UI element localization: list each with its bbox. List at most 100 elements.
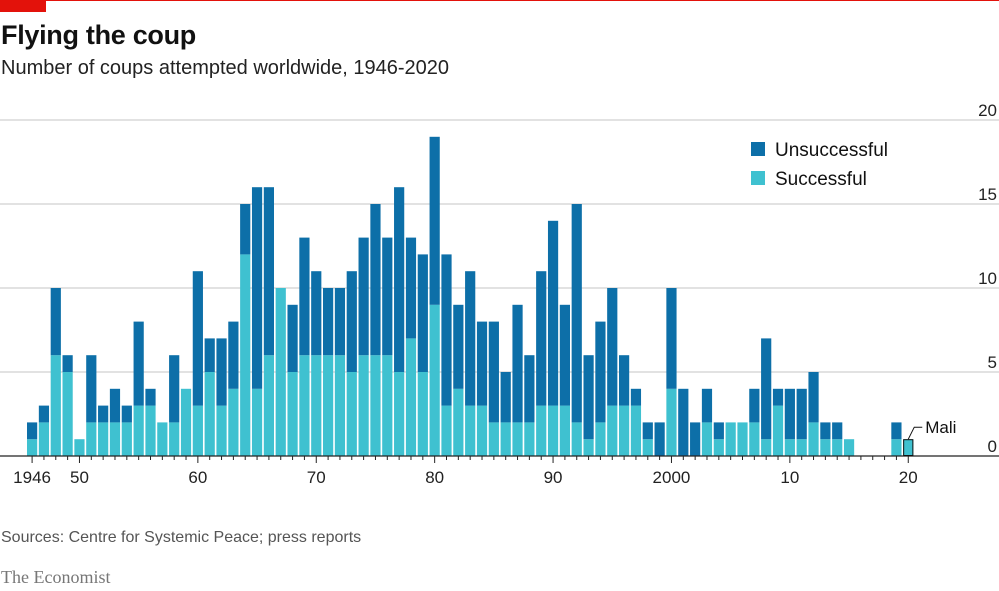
bar-successful (441, 405, 452, 456)
legend-swatch (751, 171, 765, 185)
bar-successful (417, 372, 428, 456)
bar-successful (109, 422, 121, 456)
bar-successful (50, 355, 61, 456)
bar-successful (808, 422, 819, 456)
bar-successful (453, 388, 464, 456)
bar-successful (666, 388, 677, 456)
top-rule (0, 0, 999, 1)
bar-unsuccessful (536, 271, 547, 406)
bar-successful (488, 422, 499, 456)
bar-unsuccessful (476, 321, 488, 406)
bar-unsuccessful (654, 422, 665, 456)
bar-unsuccessful (370, 204, 381, 356)
bar-unsuccessful (453, 304, 464, 389)
bar-successful (547, 405, 559, 456)
bar-successful (619, 405, 630, 456)
bar-unsuccessful (358, 237, 369, 356)
bar-unsuccessful (713, 422, 724, 440)
bar-successful (157, 422, 168, 456)
gridlines (0, 119, 999, 373)
bar-successful (240, 254, 251, 456)
bar-successful (323, 355, 334, 456)
bar-successful (571, 422, 582, 456)
bar-successful (133, 405, 144, 456)
bar-successful (713, 439, 724, 456)
bar-unsuccessful (346, 271, 357, 372)
bar-successful (358, 355, 369, 456)
bar-unsuccessful (772, 388, 784, 406)
bar-unsuccessful (607, 288, 618, 406)
chart-title: Flying the coup (1, 20, 196, 50)
bar-successful (512, 422, 523, 456)
bar-successful (216, 405, 227, 456)
bar-successful (204, 372, 215, 456)
bar-unsuccessful (500, 372, 511, 423)
bar-successful (843, 439, 855, 456)
x-tick-label: 90 (544, 468, 563, 487)
bar-successful (263, 355, 274, 456)
bar-successful (476, 405, 488, 456)
bar-successful (370, 355, 381, 456)
bar-unsuccessful (749, 388, 760, 423)
bar-unsuccessful (86, 355, 97, 423)
bar-successful (74, 439, 85, 456)
bar-unsuccessful (133, 321, 144, 406)
y-tick-label: 0 (988, 437, 997, 456)
bar-unsuccessful (204, 338, 215, 372)
bar-successful (180, 388, 192, 456)
bar-successful (796, 439, 807, 456)
bar-unsuccessful (701, 388, 713, 423)
bar-successful (761, 439, 772, 456)
bar-successful (642, 439, 653, 456)
chart-subtitle: Number of coups attempted worldwide, 194… (1, 57, 450, 79)
bar-successful (299, 355, 310, 456)
bar-successful (38, 422, 50, 456)
bar-unsuccessful (666, 288, 677, 389)
bar-unsuccessful (547, 220, 559, 406)
bar-unsuccessful (524, 355, 535, 423)
bar-unsuccessful (228, 321, 239, 389)
x-tick-label: 2000 (653, 468, 691, 487)
y-axis-labels: 0 5 10 15 20 (978, 101, 997, 456)
bar-successful (346, 372, 357, 456)
bar-successful (192, 405, 203, 456)
legend-label: Unsuccessful (775, 140, 888, 161)
bar-unsuccessful (441, 254, 452, 406)
y-tick-label: 5 (988, 353, 997, 372)
bar-unsuccessful (334, 288, 346, 356)
bar-successful (145, 405, 156, 456)
bar-unsuccessful (287, 304, 298, 372)
bar-unsuccessful (583, 355, 594, 440)
bar-unsuccessful (251, 187, 263, 389)
bar-unsuccessful (27, 422, 38, 440)
bar-unsuccessful (761, 338, 772, 440)
bar-unsuccessful (38, 405, 50, 423)
bar-unsuccessful (299, 237, 310, 356)
bar-successful (429, 304, 440, 456)
bar-unsuccessful (263, 187, 274, 356)
bar-successful (749, 422, 760, 456)
y-tick-label: 20 (978, 101, 997, 120)
x-tick-label: 1946 (13, 468, 51, 487)
brand-red-tag (0, 0, 46, 12)
bar-successful (405, 338, 417, 456)
legend-swatch (751, 142, 765, 156)
bar-unsuccessful (405, 237, 417, 339)
bar-successful (607, 405, 618, 456)
bar-unsuccessful (121, 405, 132, 423)
bar-successful (251, 388, 263, 456)
bar-successful (311, 355, 322, 456)
bar-successful (500, 422, 511, 456)
x-tick-label: 70 (307, 468, 326, 487)
bar-unsuccessful (50, 288, 61, 356)
bar-unsuccessful (595, 321, 606, 423)
annotation-leader (907, 426, 923, 440)
bar-unsuccessful (796, 388, 807, 440)
bar-unsuccessful (98, 405, 109, 423)
bar-successful (891, 439, 902, 456)
bar-unsuccessful (832, 422, 843, 440)
source-note: Sources: Centre for Systemic Peace; pres… (1, 529, 362, 546)
bar-unsuccessful (169, 355, 180, 423)
annotations: Mali (903, 418, 956, 457)
bar-unsuccessful (571, 204, 582, 423)
